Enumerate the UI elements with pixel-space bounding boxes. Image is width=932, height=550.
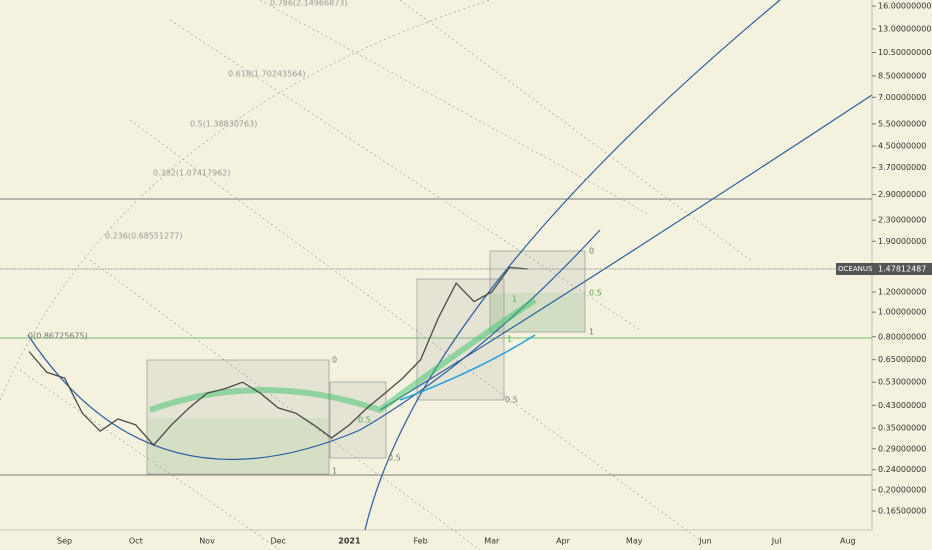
annotation: 0.786(2.14966873) xyxy=(270,0,348,8)
annotation: 0.5 xyxy=(358,416,371,425)
annotation: 0.382(1.07417962) xyxy=(153,169,231,178)
y-tick-label: 0.53000000 xyxy=(878,378,926,387)
annotation: 0.5 xyxy=(589,289,602,298)
y-tick-label: 0.65000000 xyxy=(878,355,926,364)
x-tick-label: Feb xyxy=(414,537,428,546)
x-tick-label: Jun xyxy=(698,537,712,546)
annotation: 0.5 xyxy=(505,396,518,405)
y-tick-label: 4.50000000 xyxy=(878,142,926,151)
annotation: 1 xyxy=(589,328,594,337)
y-tick-label: 10.50000000 xyxy=(878,48,931,57)
x-tick-label: Apr xyxy=(556,537,571,546)
x-tick-label: May xyxy=(626,537,643,546)
annotation: 0.236(0.68551277) xyxy=(105,232,183,241)
x-tick-label: Oct xyxy=(129,537,143,546)
annotation: 0 xyxy=(589,247,594,256)
y-tick-label: 13.00000000 xyxy=(878,24,931,33)
annotation: 0.5(1.38830763) xyxy=(190,120,257,129)
y-tick-label: 3.70000000 xyxy=(878,163,926,172)
y-tick-label: 8.50000000 xyxy=(878,71,926,80)
y-tick-label: 2.90000000 xyxy=(878,190,926,199)
y-tick-label: 0.24000000 xyxy=(878,465,926,474)
y-tick-label: 0.16500000 xyxy=(878,507,926,516)
y-tick-label: 0.20000000 xyxy=(878,485,926,494)
annotation: 0 xyxy=(332,356,337,365)
x-tick-label: Dec xyxy=(270,537,285,546)
annotation: 1 xyxy=(507,335,512,344)
annotation: 0(0.86725675) xyxy=(28,332,88,341)
symbol-name: OCEANUSD xyxy=(838,265,878,273)
y-tick-label: 1.00000000 xyxy=(878,308,926,317)
x-tick-label: Mar xyxy=(484,537,500,546)
y-tick-label: 0.35000000 xyxy=(878,424,926,433)
y-tick-label: 1.90000000 xyxy=(878,237,926,246)
y-tick-label: 16.00000000 xyxy=(878,2,931,11)
y-tick-label: 2.30000000 xyxy=(878,216,926,225)
x-tick-label: Jul xyxy=(771,537,782,546)
last-price-label: 1.47812487 xyxy=(878,265,926,274)
x-tick-label: 2021 xyxy=(338,537,361,546)
y-tick-label: 5.50000000 xyxy=(878,119,926,128)
y-tick-label: 0.29000000 xyxy=(878,444,926,453)
y-tick-label: 7.00000000 xyxy=(878,93,926,102)
x-tick-label: Nov xyxy=(199,537,215,546)
annotation: 0.5 xyxy=(388,454,401,463)
drawings xyxy=(0,0,873,550)
y-tick-label: 0.43000000 xyxy=(878,401,926,410)
y-tick-label: 0.80000000 xyxy=(878,332,926,341)
price-tag xyxy=(872,263,932,276)
x-tick-label: Aug xyxy=(840,537,856,546)
y-tick-label: 1.20000000 xyxy=(878,288,926,297)
price-line xyxy=(28,266,528,447)
symbol-tag xyxy=(836,263,872,276)
annotation: 1 xyxy=(512,295,517,304)
x-tick-label: Sep xyxy=(57,537,72,546)
annotation: 0.618(1.70243564) xyxy=(228,70,306,79)
annotation: 1 xyxy=(332,467,337,476)
